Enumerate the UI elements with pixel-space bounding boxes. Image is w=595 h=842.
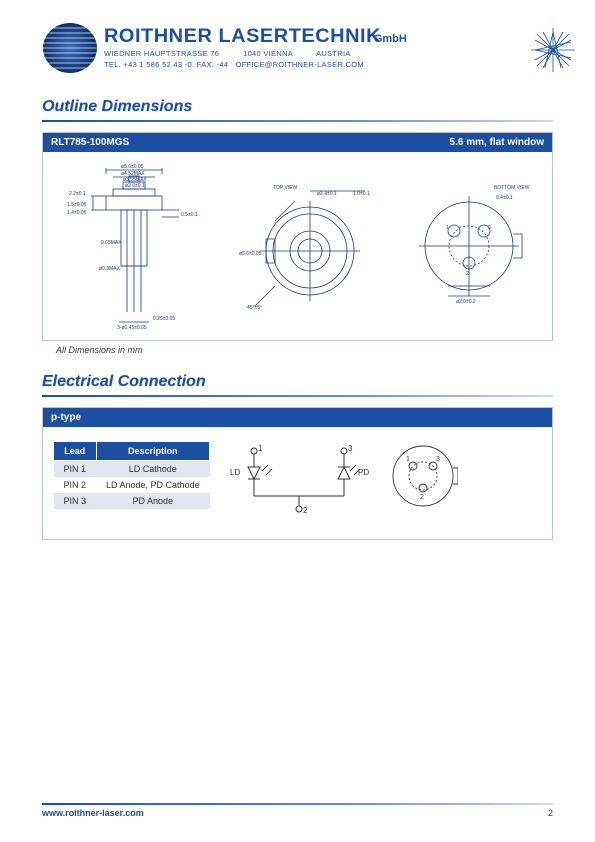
schematic-label: LD bbox=[230, 468, 240, 477]
section-rule bbox=[42, 120, 553, 122]
outline-caption: All Dimensions in mm bbox=[56, 345, 553, 355]
dim-label: 1.4±0.05 bbox=[67, 210, 87, 216]
dim-label: ø2.0±0.1 bbox=[125, 183, 145, 189]
brand-address-1: WIEDNER HAUPTSTRASSE 76 1040 VIENNA AUST… bbox=[104, 49, 553, 59]
pin-circle-diagram: 1 2 3 bbox=[388, 441, 458, 511]
dim-label: 45°±5° bbox=[247, 305, 262, 311]
schematic-label: PD bbox=[358, 468, 369, 477]
dim-label: 1.5±0.05 bbox=[67, 202, 87, 208]
dim-label: TOP VIEW bbox=[273, 185, 298, 191]
section-title-electrical: Electrical Connection bbox=[42, 373, 553, 391]
schematic-label: 2 bbox=[303, 506, 308, 515]
dim-label: ø2.0±0.2 bbox=[456, 299, 476, 305]
dim-label: 0.4±0.1 bbox=[496, 195, 513, 201]
electrical-panel: p-type Lead Description PIN 1 LD Cathode bbox=[42, 407, 553, 540]
starburst-icon bbox=[531, 28, 575, 72]
dim-label: 1 bbox=[446, 225, 449, 231]
pin-label: 2 bbox=[420, 494, 424, 501]
dim-label: ø0.3MAX bbox=[99, 266, 121, 272]
footer-url: www.roithner-laser.com bbox=[42, 808, 144, 818]
dim-label: ø5.6±0.05 bbox=[121, 164, 144, 170]
outline-panel-left: RLT785-100MGS bbox=[51, 137, 129, 148]
dim-label: 0.25±0.05 bbox=[153, 316, 175, 322]
table-header: Lead bbox=[54, 442, 97, 461]
table-row: PIN 2 LD Anode, PD Cathode bbox=[54, 477, 210, 493]
globe-logo-icon bbox=[42, 20, 98, 76]
pin-label: 1 bbox=[406, 456, 410, 463]
schematic-label: 1 bbox=[258, 444, 263, 453]
outline-panel: RLT785-100MGS 5.6 mm, flat window bbox=[42, 132, 553, 341]
dim-label: 2 bbox=[466, 271, 469, 277]
pin-label: 3 bbox=[436, 456, 440, 463]
dim-label: 0.5±0.1 bbox=[181, 212, 198, 218]
dim-label: 3-ø0.45±0.05 bbox=[117, 325, 147, 330]
footer-rule bbox=[42, 803, 553, 805]
top-view-drawing: TOP VIEW ø2.4±0.1 ø5.6±0.05 45°±5° 1.0±0… bbox=[235, 181, 385, 311]
brand-address-2: TEL. +43 1 586 52 43 -0. FAX. -44 OFFICE… bbox=[104, 60, 553, 70]
footer-page-number: 2 bbox=[548, 808, 553, 818]
side-view-drawing: ø5.6±0.05 ø4.52MAX ø3.55MAX ø2.0±0.1 2.2… bbox=[61, 162, 216, 330]
outline-panel-right: 5.6 mm, flat window bbox=[450, 137, 544, 148]
section-rule bbox=[42, 395, 553, 397]
pin-table: Lead Description PIN 1 LD Cathode PIN 2 … bbox=[53, 441, 210, 509]
dim-label: 3 bbox=[488, 225, 491, 231]
brand-name: ROITHNER LASERTECHNIK bbox=[104, 26, 381, 48]
table-header: Description bbox=[96, 442, 210, 461]
dim-label: ø5.6±0.05 bbox=[239, 251, 262, 257]
dim-label: BOTTOM VIEW bbox=[494, 185, 530, 191]
dim-label: 0.65MAX bbox=[101, 240, 122, 246]
schematic-label: 3 bbox=[348, 444, 353, 453]
schematic-diagram: 1 3 2 LD PD bbox=[224, 441, 374, 521]
company-header: ROITHNER LASERTECHNIK GmbH WIEDNER HAUPT… bbox=[42, 20, 553, 76]
dim-label: ø2.4±0.1 bbox=[317, 191, 337, 197]
table-row: PIN 3 PD Anode bbox=[54, 493, 210, 509]
dim-label: 2.2±0.1 bbox=[69, 191, 86, 197]
dim-label: 1.0±0.1 bbox=[353, 191, 370, 197]
page-footer: www.roithner-laser.com 2 bbox=[0, 803, 595, 818]
section-title-outline: Outline Dimensions bbox=[42, 98, 553, 116]
bottom-view-drawing: BOTTOM VIEW 0.4±0.1 ø2.0±0.2 1 2 3 bbox=[404, 181, 534, 311]
electrical-panel-left: p-type bbox=[51, 412, 81, 423]
table-row: PIN 1 LD Cathode bbox=[54, 461, 210, 478]
